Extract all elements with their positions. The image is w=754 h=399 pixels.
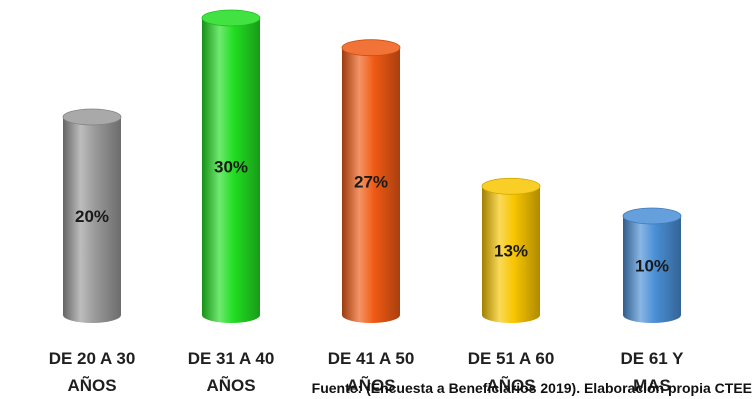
bar-body [63, 117, 121, 323]
bar-5: 10% [622, 207, 682, 323]
source-note: Fuente: (Encuesta a Beneficiarios 2019).… [311, 380, 752, 396]
bar-top [341, 39, 401, 57]
bar-top [481, 177, 541, 195]
bar-body [342, 47, 400, 323]
category-label: DE 20 A 30 AÑOS [48, 349, 136, 395]
data-label: 20% [75, 207, 109, 226]
data-label: 27% [354, 172, 388, 191]
bars-group: 20% 30% 27% 13% 10% [62, 9, 682, 323]
bar-body [482, 186, 540, 323]
category-label: DE 51 A 60 AÑOS [467, 349, 555, 395]
bar-top [622, 207, 682, 225]
bar-body [202, 18, 260, 323]
data-label: 13% [494, 242, 528, 261]
bar-3: 27% [341, 39, 401, 323]
bar-top [201, 9, 261, 27]
category-label: DE 61 Y MAS [620, 349, 684, 395]
category-label: DE 41 A 50 AÑOS [327, 349, 415, 395]
data-label: 30% [214, 158, 248, 177]
data-label: 10% [635, 257, 669, 276]
category-label: DE 31 A 40 AÑOS [187, 349, 275, 395]
bar-4: 13% [481, 177, 541, 323]
bar-1: 20% [62, 108, 122, 323]
bar-top [62, 108, 122, 126]
bar-2: 30% [201, 9, 261, 323]
bar-body [623, 216, 681, 323]
